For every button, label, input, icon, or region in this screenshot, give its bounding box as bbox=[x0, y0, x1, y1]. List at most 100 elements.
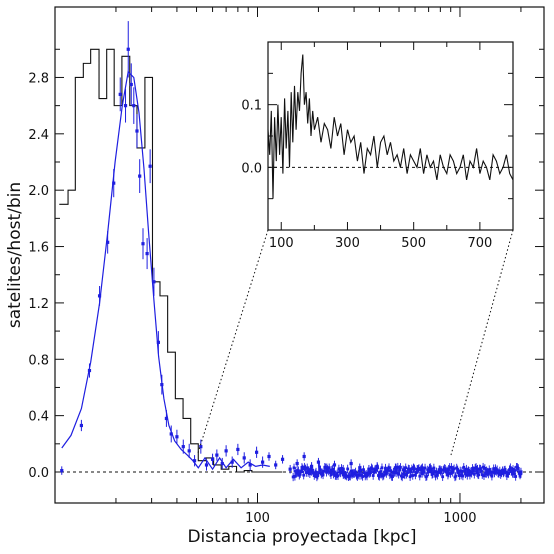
data-point bbox=[465, 467, 468, 471]
data-point bbox=[160, 383, 164, 387]
data-point bbox=[220, 461, 224, 466]
data-point bbox=[433, 470, 437, 473]
data-point bbox=[106, 240, 110, 244]
data-point bbox=[405, 472, 408, 476]
fit-curve bbox=[61, 70, 270, 471]
y-tick-label-7: 2.8 bbox=[28, 71, 49, 86]
data-point bbox=[486, 472, 490, 476]
data-point bbox=[413, 467, 416, 471]
data-point bbox=[316, 473, 320, 477]
data-point bbox=[472, 472, 476, 476]
data-point bbox=[514, 475, 518, 478]
data-point bbox=[396, 465, 400, 469]
data-point bbox=[292, 466, 296, 470]
zoom-connector-right bbox=[450, 229, 514, 456]
data-point bbox=[397, 472, 401, 476]
data-point bbox=[465, 473, 469, 477]
data-point bbox=[296, 471, 299, 474]
data-point bbox=[467, 469, 471, 473]
data-point bbox=[309, 464, 314, 468]
data-point bbox=[471, 466, 474, 470]
data-point bbox=[302, 473, 306, 477]
data-point bbox=[449, 472, 452, 475]
data-point bbox=[280, 457, 285, 461]
data-point bbox=[456, 468, 460, 472]
data-point bbox=[339, 471, 343, 475]
data-point bbox=[311, 469, 314, 472]
data-point bbox=[385, 469, 389, 473]
data-point bbox=[334, 474, 338, 478]
data-point bbox=[382, 473, 386, 477]
data-point bbox=[255, 450, 259, 454]
data-point bbox=[429, 470, 433, 474]
data-point bbox=[487, 468, 491, 472]
data-point bbox=[371, 474, 375, 477]
data-point bbox=[450, 465, 453, 469]
data-point bbox=[297, 473, 301, 477]
data-point bbox=[505, 474, 509, 478]
data-point bbox=[346, 467, 350, 471]
data-point bbox=[458, 469, 462, 473]
data-point bbox=[152, 280, 156, 284]
data-point bbox=[87, 368, 92, 373]
data-point bbox=[333, 470, 336, 474]
zoom-connector-left bbox=[197, 229, 269, 454]
inset-series bbox=[267, 54, 514, 199]
data-point bbox=[297, 469, 300, 473]
data-point bbox=[457, 474, 461, 477]
data-point bbox=[507, 472, 511, 475]
data-point bbox=[304, 471, 308, 474]
data-point bbox=[357, 469, 361, 473]
data-point bbox=[420, 471, 424, 476]
data-point bbox=[376, 466, 379, 470]
data-point bbox=[349, 469, 353, 473]
data-point bbox=[431, 472, 435, 476]
data-point bbox=[408, 475, 412, 479]
data-point bbox=[199, 445, 203, 449]
y-tick-label-0: 0.0 bbox=[28, 466, 49, 481]
data-point bbox=[440, 468, 444, 472]
data-point bbox=[332, 463, 337, 467]
data-point bbox=[358, 466, 362, 470]
data-point bbox=[316, 460, 321, 464]
data-point bbox=[377, 474, 381, 478]
data-point bbox=[328, 471, 332, 474]
data-point bbox=[325, 470, 328, 474]
y-tick-label-4: 1.6 bbox=[28, 241, 49, 256]
data-point bbox=[341, 467, 345, 471]
data-point bbox=[267, 454, 271, 459]
data-point bbox=[461, 474, 465, 478]
data-point bbox=[132, 104, 136, 108]
data-point bbox=[383, 470, 387, 474]
data-point bbox=[261, 460, 265, 464]
y-tick-label-2: 0.8 bbox=[28, 353, 49, 368]
data-point bbox=[481, 465, 485, 469]
data-point bbox=[513, 469, 517, 472]
inset-x-tick-label-2: 500 bbox=[401, 236, 426, 251]
data-point bbox=[317, 471, 321, 475]
histogram-step-line bbox=[59, 48, 283, 473]
data-point bbox=[365, 474, 369, 478]
data-point bbox=[439, 470, 443, 474]
data-point bbox=[326, 467, 329, 471]
data-point bbox=[322, 469, 326, 473]
data-point bbox=[135, 129, 139, 133]
data-point bbox=[335, 472, 339, 476]
data-point bbox=[314, 470, 318, 474]
data-point bbox=[349, 461, 353, 466]
data-point bbox=[302, 454, 306, 459]
data-point bbox=[499, 473, 503, 477]
data-point bbox=[301, 467, 305, 471]
inset-y-tick-label-0: 0.0 bbox=[241, 161, 262, 176]
data-point bbox=[375, 468, 379, 471]
data-point bbox=[434, 474, 438, 478]
data-point bbox=[489, 470, 493, 474]
data-point bbox=[337, 467, 341, 471]
data-point bbox=[204, 463, 209, 467]
data-point bbox=[79, 423, 83, 428]
data-point bbox=[475, 471, 479, 475]
data-point bbox=[462, 465, 466, 469]
x-axis-label: Distancia proyectada [kpc] bbox=[187, 527, 416, 547]
data-point bbox=[503, 468, 507, 472]
